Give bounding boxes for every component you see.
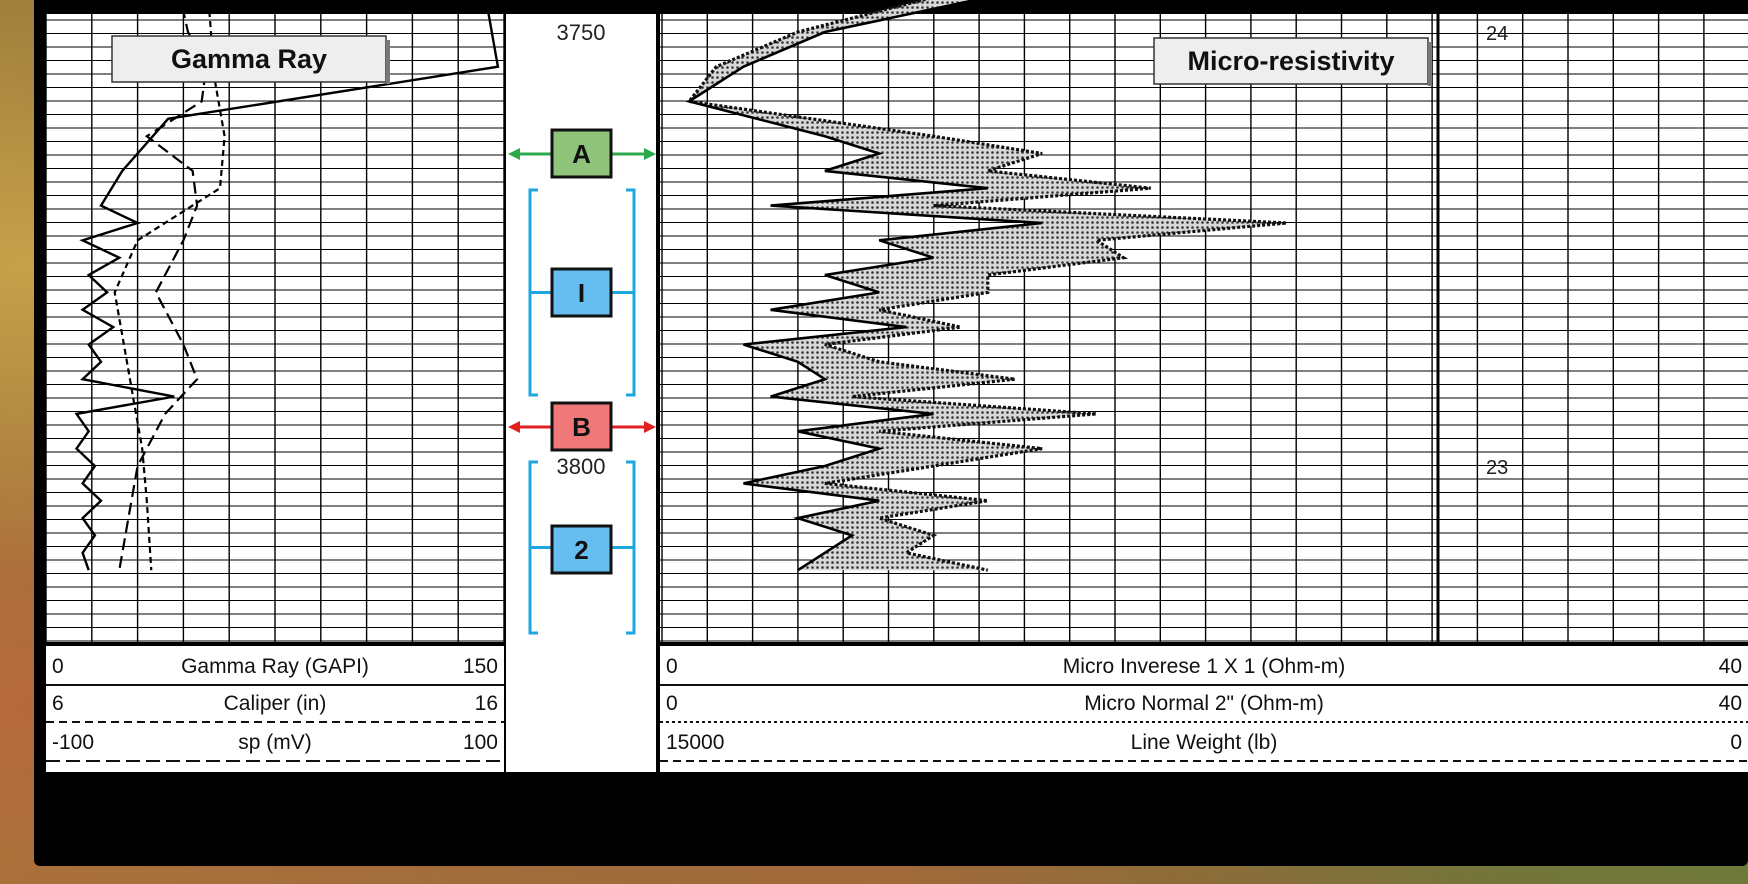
right-scale-label-0: Micro Inverese 1 X 1 (Ohm-m) [1063, 655, 1345, 678]
left-scale-max-2: 100 [463, 731, 498, 754]
left-scale-label-0: Gamma Ray (GAPI) [181, 655, 369, 678]
right-scale-min-1: 0 [666, 692, 678, 715]
marker-a: A [550, 128, 613, 179]
left-scale-box [46, 646, 504, 772]
right-scale-max-0: 40 [1719, 655, 1742, 678]
micro-resistivity-title: Micro-resistivity [1187, 46, 1394, 76]
left-scale-label-2: sp (mV) [238, 731, 312, 754]
marker-a-letter: A [572, 139, 591, 169]
zone-1-bracket-right [611, 188, 636, 397]
zone-1-bracket-left [528, 188, 552, 397]
left-scale-max-1: 16 [475, 692, 498, 715]
right-axis-label-24: 24 [1486, 23, 1508, 45]
right-scale-box [660, 646, 1748, 772]
zone-2-box [550, 524, 613, 575]
left-scale-min-1: 6 [52, 692, 64, 715]
gamma-ray-title-shadow [386, 40, 390, 84]
right-scale-max-1: 40 [1719, 692, 1742, 715]
zone-2-letter: 2 [574, 535, 588, 565]
marker-a-box [550, 128, 613, 179]
depth-label-3750: 3750 [557, 20, 606, 45]
zone-1-box [550, 267, 613, 318]
micro-resistivity-title-box: Micro-resistivity [1153, 37, 1432, 86]
zone-1-letter: I [578, 278, 585, 308]
right-axis-label-23: 23 [1486, 457, 1508, 479]
right-scale-max-2: 0 [1730, 731, 1742, 754]
right-scale-min-0: 0 [666, 655, 678, 678]
zone-2-bracket [528, 460, 636, 635]
marker-b-arrow-right-head [644, 421, 656, 433]
right-scale-label-2: Line Weight (lb) [1131, 731, 1278, 754]
gamma-ray-curve [74, 0, 500, 571]
zone-2-bracket-left [528, 460, 552, 635]
micro-resistivity-track-bg [660, 14, 1748, 642]
marker-a-arrow-left-head [508, 148, 520, 160]
left-scale-min-2: -100 [52, 731, 94, 754]
marker-b-box [550, 401, 613, 452]
micro-inverse-curve [685, 0, 1043, 572]
gamma-ray-title-bg [111, 35, 387, 83]
marker-a-arrow-right-head [644, 148, 656, 160]
left-scale-min-0: 0 [52, 655, 64, 678]
left-scale-label-1: Caliper (in) [224, 692, 327, 715]
gamma-ray-title: Gamma Ray [171, 44, 327, 74]
micro-resistivity-fill [689, 0, 1287, 571]
marker-b: B [550, 401, 613, 452]
micro-resistivity-title-bg [1153, 37, 1429, 85]
right-scale-label-1: Micro Normal 2" (Ohm-m) [1084, 692, 1324, 715]
micro-normal-curve [686, 0, 1287, 572]
right-scale-min-2: 15000 [666, 731, 724, 754]
marker-b-letter: B [572, 412, 591, 442]
zone-2: 2 [550, 524, 613, 575]
micro-resistivity-title-shadow [1428, 42, 1432, 86]
marker-b-arrow-left-head [508, 421, 520, 433]
zone-1: I [550, 267, 613, 318]
depth-label-3800: 3800 [557, 454, 606, 479]
gamma-ray-title-box: Gamma Ray [111, 35, 390, 84]
zone-1-bracket [528, 188, 636, 397]
left-scale-max-0: 150 [463, 655, 498, 678]
zone-2-bracket-right [611, 460, 636, 635]
